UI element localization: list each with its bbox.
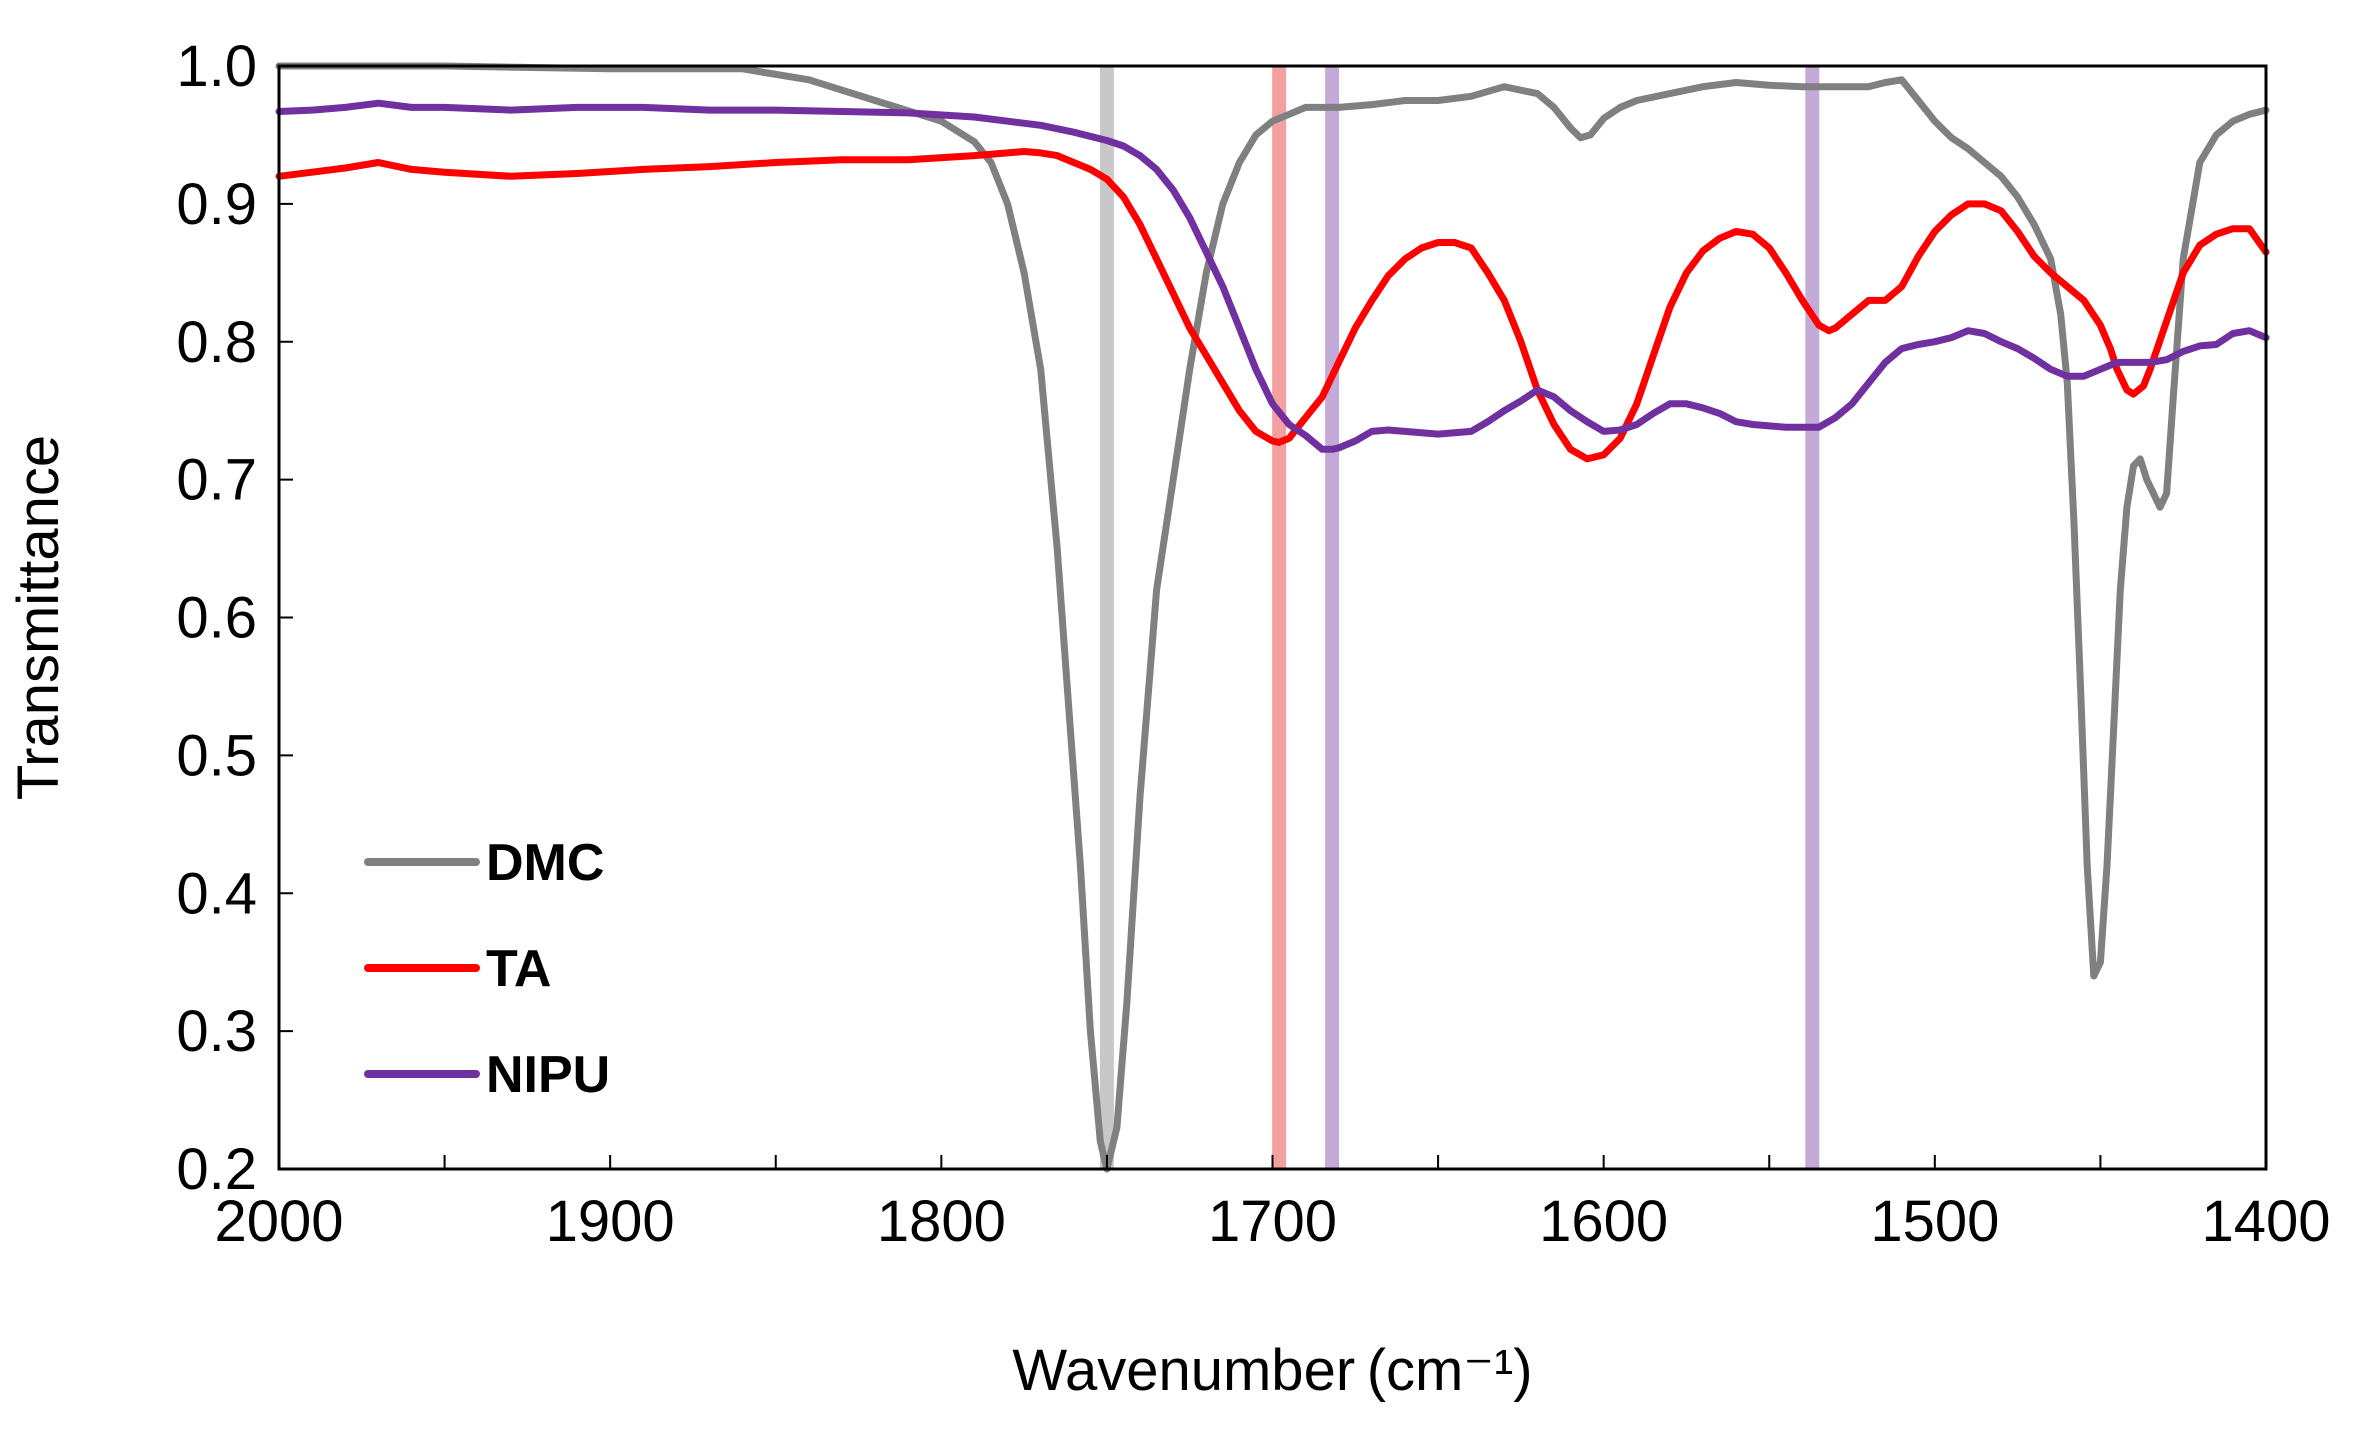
series-line-nipu [275,99,2270,453]
reference-lines [1099,66,1820,1169]
y-tick-label-0.5: 0.5 [176,723,257,788]
x-tick-label-1400: 1400 [2201,1189,2330,1254]
y-tick-label-0.2: 0.2 [176,1137,257,1202]
y-tick-label-0.6: 0.6 [176,586,257,651]
legend-label-ta: TA [486,940,551,998]
x-tick-label-2000: 2000 [214,1189,343,1254]
x-tick-label-1500: 1500 [1870,1189,1999,1254]
x-tick-label-1600: 1600 [1539,1189,1668,1254]
series-lines [275,62,2270,1173]
x-axis-ticks: 2000 1900 1800 1700 1600 1500 1400 [214,1155,2331,1254]
x-tick-label-1800: 1800 [877,1189,1006,1254]
y-tick-label-0.3: 0.3 [176,999,257,1064]
y-axis-ticks: 0.2 0.3 0.4 0.5 0.6 0.7 0.8 0.9 1.0 [176,34,293,1202]
x-tick-label-1900: 1900 [546,1189,675,1254]
legend-label-dmc: DMC [486,834,604,892]
legend-label-nipu: NIPU [486,1046,610,1104]
series-line-dmc [275,62,2270,1173]
x-tick-label-1700: 1700 [1208,1189,1337,1254]
y-tick-label-1.0: 1.0 [176,34,257,99]
y-tick-label-0.4: 0.4 [176,861,257,926]
y-axis-title: Transmittance [6,435,71,800]
y-tick-label-0.8: 0.8 [176,310,257,375]
y-tick-label-0.7: 0.7 [176,448,257,513]
y-tick-label-0.9: 0.9 [176,172,257,237]
legend: DMC TA NIPU [364,834,610,1104]
x-axis-title: Wavenumber (cm⁻¹) [1012,1338,1532,1403]
series-line-ta [275,148,2270,463]
